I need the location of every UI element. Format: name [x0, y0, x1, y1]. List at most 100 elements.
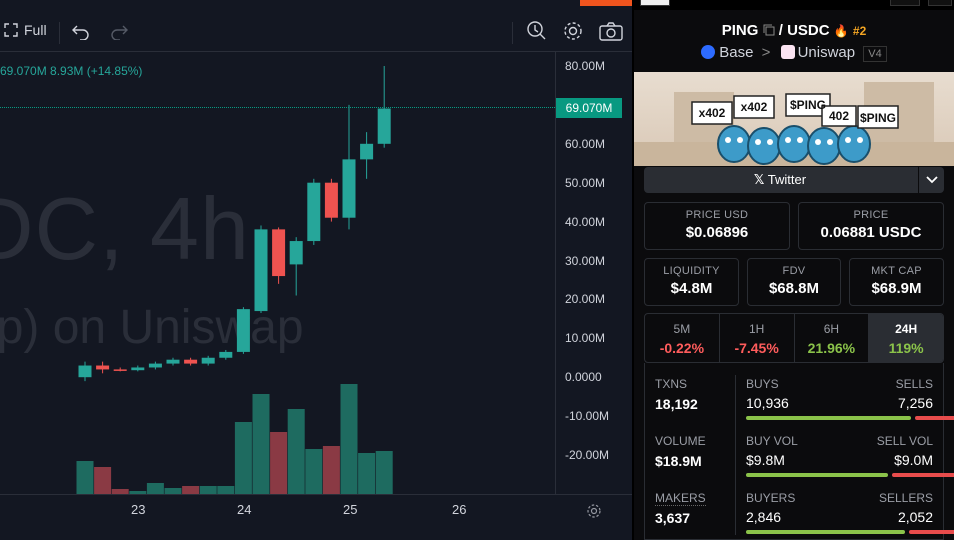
- volume-bar: [199, 486, 217, 494]
- symbol-watermark: DC, 4h: [0, 179, 250, 278]
- price-tick-label: 30.00M: [565, 253, 606, 268]
- buys-bar: [746, 416, 911, 420]
- chain-name[interactable]: Base: [719, 44, 754, 61]
- candle: [272, 227, 286, 284]
- camera-icon: [599, 22, 623, 41]
- banner-sign: x402: [741, 100, 768, 114]
- candle: [78, 361, 92, 382]
- chain-row: Base > Uniswap V4: [634, 44, 954, 62]
- candle-body: [254, 229, 268, 312]
- redo-button[interactable]: [110, 24, 128, 40]
- fullscreen-icon: [4, 23, 18, 37]
- toolbar-divider: [512, 22, 513, 44]
- candle-body: [96, 365, 110, 370]
- candle: [96, 361, 110, 374]
- exchange-watermark: ap) on Uniswap: [0, 301, 304, 354]
- candle: [377, 66, 391, 148]
- pair-quote: USDC: [787, 22, 830, 39]
- pair-title: PING / USDC 🔥 #2: [634, 22, 954, 39]
- last-price-line: [0, 107, 555, 108]
- indicator-button[interactable]: [525, 19, 547, 41]
- volume-bar: [322, 446, 340, 494]
- undo-button[interactable]: [72, 24, 90, 40]
- tab-change: 21.96%: [807, 340, 856, 356]
- pair-base: PING: [721, 22, 759, 39]
- candle: [201, 355, 215, 366]
- top-tab-stub[interactable]: [890, 0, 920, 6]
- volume-bar: [76, 461, 94, 494]
- volume-bar: [164, 488, 182, 494]
- ohlc-legend: 69.070M 8.93M (+14.85%): [0, 64, 143, 78]
- sellers-value: 2,052: [897, 509, 933, 525]
- volume-bar: [94, 467, 112, 494]
- dex-name[interactable]: Uniswap: [797, 44, 856, 61]
- candlestick-chart[interactable]: [0, 52, 555, 494]
- fullscreen-label: Full: [24, 22, 47, 38]
- candle-body: [377, 108, 391, 144]
- volume-bar: [358, 453, 376, 494]
- price-native-value: 0.06881 USDC: [820, 224, 922, 241]
- tab-6h[interactable]: 6H 21.96%: [795, 314, 870, 362]
- snapshot-button[interactable]: [599, 21, 623, 41]
- candle-body: [289, 241, 303, 265]
- flame-icon: 🔥: [833, 24, 849, 38]
- top-tab-stub[interactable]: [640, 0, 670, 6]
- chart-pane[interactable]: Full 69.070M 8.93M (+14.85%) DC, 4h ap) …: [0, 0, 632, 540]
- candle: [113, 367, 127, 372]
- volume-bar: [252, 394, 270, 494]
- buyers-bar: [746, 530, 905, 534]
- price-axis[interactable]: [555, 52, 632, 494]
- tab-label: 1H: [748, 322, 765, 336]
- twitter-button[interactable]: 𝕏 Twitter: [644, 167, 944, 193]
- tab-24h[interactable]: 24H 119%: [869, 314, 943, 362]
- volume-bar: [340, 384, 358, 494]
- copy-icon[interactable]: [763, 24, 775, 36]
- candle-body: [360, 143, 374, 160]
- sellvol-bar: [892, 473, 954, 477]
- candle-body: [148, 363, 162, 368]
- twitter-label: Twitter: [767, 172, 807, 187]
- candle-body: [201, 357, 215, 364]
- volume-bar: [129, 491, 147, 494]
- volume-bar: [375, 451, 393, 494]
- candle-body: [342, 159, 356, 218]
- candle-body: [78, 365, 92, 378]
- last-price-label: 69.070M: [556, 98, 622, 118]
- mktcap-label: MKT CAP: [871, 265, 922, 277]
- buyvol-value: $9.8M: [746, 452, 785, 468]
- fdv-label: FDV: [782, 265, 806, 277]
- liquidity-label: LIQUIDITY: [663, 265, 720, 277]
- volume-value: $18.9M: [655, 453, 702, 469]
- volume-bar: [182, 486, 200, 494]
- fullscreen-button[interactable]: Full: [4, 22, 47, 38]
- undo-icon: [72, 25, 89, 40]
- candle: [219, 349, 233, 360]
- price-tick-label: -20.00M: [565, 448, 610, 462]
- pane-divider[interactable]: [632, 0, 634, 540]
- tab-label: 5M: [673, 322, 691, 336]
- pair-separator: /: [778, 22, 788, 39]
- price-usd-value: $0.06896: [685, 224, 749, 241]
- tab-label: 6H: [823, 322, 840, 336]
- volume-label: VOLUME: [655, 434, 706, 448]
- buys-value: 10,936: [746, 395, 789, 411]
- axis-settings-button[interactable]: [586, 503, 602, 524]
- price-tick-label: 10.00M: [565, 331, 606, 346]
- tab-5m[interactable]: 5M -0.22%: [645, 314, 720, 362]
- sellvol-value: $9.0M: [894, 452, 933, 468]
- gear-icon: [564, 22, 582, 40]
- gear-icon: [587, 504, 601, 518]
- mktcap-value: $68.9M: [871, 280, 922, 297]
- settings-button[interactable]: [562, 20, 584, 42]
- time-axis[interactable]: [0, 494, 632, 540]
- chevron-down-icon[interactable]: [926, 176, 938, 184]
- price-native-box: PRICE 0.06881 USDC: [798, 202, 944, 250]
- txns-value: 18,192: [655, 396, 698, 412]
- top-tab-stub[interactable]: [928, 0, 952, 6]
- banner-illustration: x402 x402 $PING 402 $PING: [634, 82, 954, 166]
- price-tick-label: 50.00M: [565, 175, 606, 190]
- redo-icon: [111, 25, 128, 40]
- sells-label: SELLS: [895, 377, 933, 391]
- candle: [342, 104, 356, 230]
- tab-1h[interactable]: 1H -7.45%: [720, 314, 795, 362]
